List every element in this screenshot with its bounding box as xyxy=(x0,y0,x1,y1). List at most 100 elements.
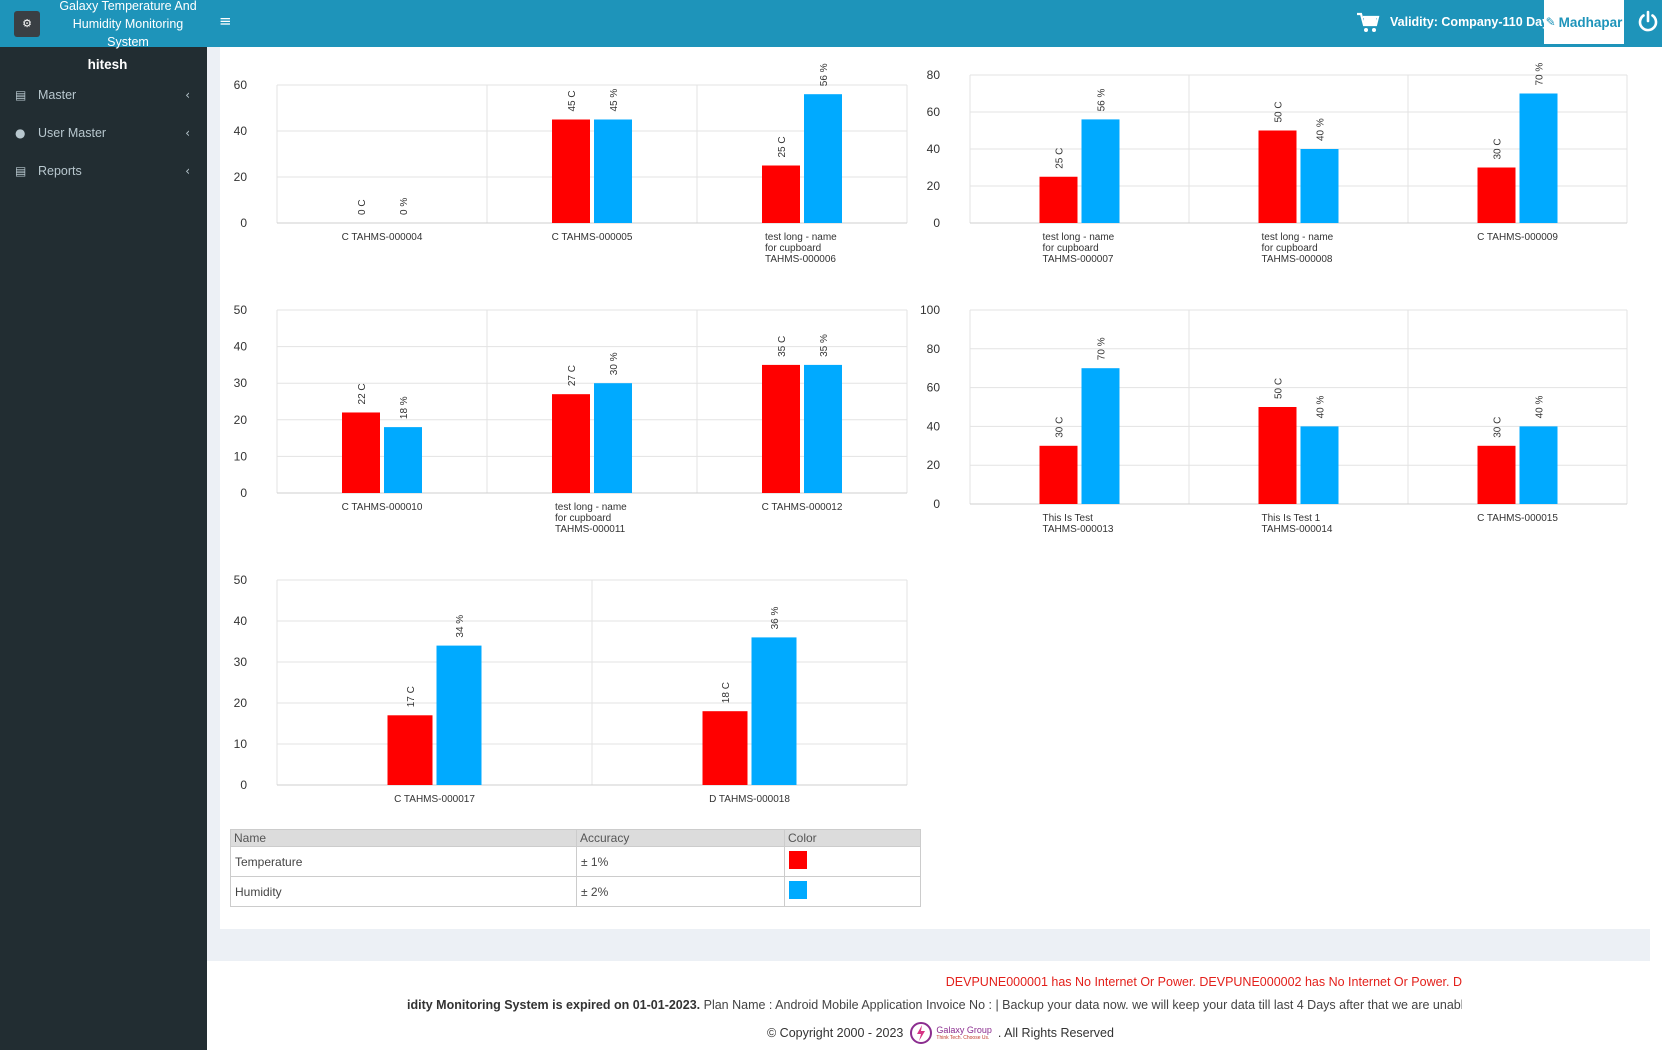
app-title: Galaxy Temperature And Humidity Monitori… xyxy=(52,0,204,51)
data-label: 36 % xyxy=(770,606,781,629)
bar xyxy=(594,119,632,223)
bar xyxy=(1258,407,1297,504)
sidebar-item-label: User Master xyxy=(38,126,107,140)
series-name: Temperature xyxy=(230,846,577,877)
y-tick-label: 40 xyxy=(927,419,941,433)
data-label: 45 C xyxy=(567,90,578,111)
sidebar-item-user-master[interactable]: ● User Master ‹ xyxy=(0,114,207,152)
users-icon: ● xyxy=(15,126,26,140)
y-tick-label: 60 xyxy=(234,78,248,92)
data-label: 40 % xyxy=(1535,395,1546,418)
data-label: 34 % xyxy=(455,615,466,638)
bar xyxy=(804,364,842,493)
power-icon[interactable] xyxy=(1637,10,1659,37)
sidebar: ⚙ Galaxy Temperature And Humidity Monito… xyxy=(0,0,207,1050)
y-tick-label: 100 xyxy=(920,303,940,317)
x-tick-label: test long - name xyxy=(765,232,837,243)
expiry-marquee: idity Monitoring System is expired on 01… xyxy=(407,998,1462,1012)
bar xyxy=(1081,119,1120,223)
x-tick-label: for cupboard xyxy=(1043,243,1099,254)
bar xyxy=(342,412,380,493)
edit-icon: ✎ xyxy=(1545,15,1556,29)
galaxy-group-logo[interactable]: Galaxy Group Think Tech. Choose Us. xyxy=(909,1021,992,1045)
series-name: Humidity xyxy=(230,876,577,907)
y-tick-label: 0 xyxy=(933,216,940,230)
y-tick-label: 10 xyxy=(234,737,248,751)
menu-toggle-icon[interactable]: ≡ xyxy=(219,12,232,30)
bar xyxy=(436,645,482,785)
y-tick-label: 30 xyxy=(234,655,248,669)
report-icon: ▤ xyxy=(15,164,27,178)
page-edge xyxy=(1650,47,1662,1050)
expiry-rest-text: Plan Name : Android Mobile Application I… xyxy=(700,998,1462,1012)
humidity-swatch xyxy=(789,881,807,899)
top-header: ≡ Validity: Company-110 Days ✎ Madhapar xyxy=(207,0,1662,47)
data-label: 27 C xyxy=(567,365,578,386)
x-tick-label: TAHMS-000008 xyxy=(1262,254,1333,265)
x-tick-label: test long - name xyxy=(1043,232,1115,243)
app-logo-icon: ⚙ xyxy=(14,10,40,37)
bar xyxy=(762,165,800,223)
data-label: 25 C xyxy=(777,136,788,157)
sidebar-item-reports[interactable]: ▤ Reports ‹ xyxy=(0,152,207,190)
y-tick-label: 50 xyxy=(234,303,248,317)
sidebar-item-label: Master xyxy=(38,88,77,102)
chevron-left-icon: ‹ xyxy=(185,126,190,140)
brand-tagline: Think Tech. Choose Us. xyxy=(936,1035,990,1041)
column-header: Name xyxy=(230,829,577,847)
y-tick-label: 0 xyxy=(933,497,940,511)
column-header: Color xyxy=(784,829,921,847)
sidebar-item-master[interactable]: ▤ Master ‹ xyxy=(0,76,207,114)
bar xyxy=(387,715,433,785)
data-label: 25 C xyxy=(1055,148,1066,169)
data-label: 56 % xyxy=(1097,88,1108,111)
chevron-left-icon: ‹ xyxy=(185,88,190,102)
bar xyxy=(762,364,800,493)
data-label: 35 % xyxy=(819,334,830,357)
data-label: 17 C xyxy=(406,686,417,707)
bar xyxy=(594,383,632,493)
y-tick-label: 20 xyxy=(234,413,248,427)
y-tick-label: 0 xyxy=(240,778,247,792)
bar xyxy=(1081,368,1120,504)
y-tick-label: 30 xyxy=(234,376,248,390)
y-tick-label: 10 xyxy=(234,449,248,463)
bar xyxy=(1300,149,1339,223)
x-tick-label: C TAHMS-000009 xyxy=(1477,232,1558,243)
x-tick-label: TAHMS-000014 xyxy=(1262,524,1333,535)
y-tick-label: 50 xyxy=(234,573,248,587)
galaxy-logo-icon xyxy=(910,1022,933,1044)
logo-area[interactable]: ⚙ Galaxy Temperature And Humidity Monito… xyxy=(0,0,207,49)
bar xyxy=(1477,445,1516,504)
color-cell xyxy=(784,876,921,907)
cart-icon[interactable] xyxy=(1356,12,1380,39)
data-label: 0 % xyxy=(399,198,410,215)
branch-link[interactable]: ✎ Madhapar xyxy=(1544,0,1624,44)
branch-name: Madhapar xyxy=(1558,14,1623,30)
x-tick-label: C TAHMS-000015 xyxy=(1477,513,1558,524)
series-accuracy: ± 1% xyxy=(576,846,785,877)
bar xyxy=(1300,426,1339,504)
y-tick-label: 20 xyxy=(927,458,941,472)
bar xyxy=(1519,426,1558,504)
table-row: Temperature ± 1% xyxy=(230,846,921,877)
y-tick-label: 40 xyxy=(927,142,941,156)
y-tick-label: 40 xyxy=(234,614,248,628)
color-cell xyxy=(784,846,921,877)
column-header: Accuracy xyxy=(576,829,785,847)
bar xyxy=(1519,93,1558,223)
data-label: 30 C xyxy=(1493,138,1504,159)
y-tick-label: 60 xyxy=(927,381,941,395)
data-label: 22 C xyxy=(357,383,368,404)
copyright-text: © Copyright 2000 - 2023 xyxy=(767,1026,904,1040)
data-label: 35 C xyxy=(777,336,788,357)
data-label: 70 % xyxy=(1097,337,1108,360)
x-tick-label: TAHMS-000006 xyxy=(765,254,836,265)
y-tick-label: 20 xyxy=(234,170,248,184)
x-tick-label: TAHMS-000007 xyxy=(1043,254,1114,265)
data-label: 0 C xyxy=(357,199,368,215)
x-tick-label: This Is Test 1 xyxy=(1262,513,1321,524)
footer: DEVPUNE000001 has No Internet Or Power. … xyxy=(207,961,1662,1050)
data-label: 18 % xyxy=(399,396,410,419)
